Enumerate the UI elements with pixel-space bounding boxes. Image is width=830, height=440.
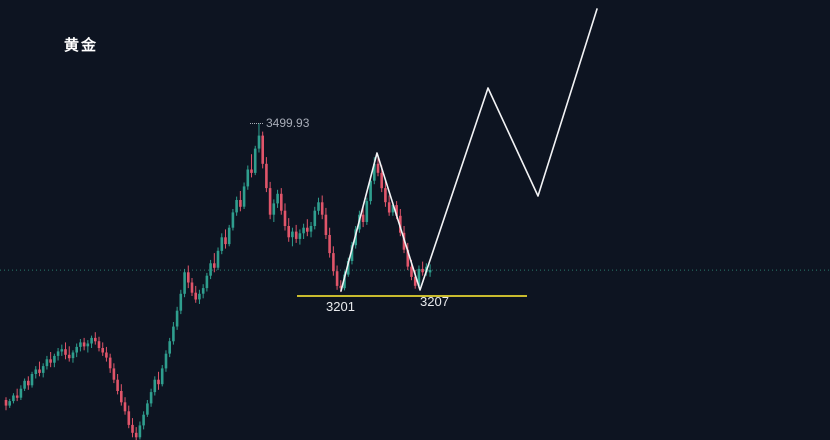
symbol-title: 黄金 [64, 37, 99, 54]
swing-high-price-value: 3499.93 [266, 116, 310, 130]
swing-high-price-label: 3499.93 [250, 116, 309, 130]
projection-trend-drawing[interactable] [340, 8, 598, 292]
candle-series [4, 123, 432, 440]
dotted-leader-line [250, 122, 263, 124]
low-label-3207[interactable]: 3207 [420, 294, 449, 309]
low-label-3201[interactable]: 3201 [326, 299, 355, 314]
